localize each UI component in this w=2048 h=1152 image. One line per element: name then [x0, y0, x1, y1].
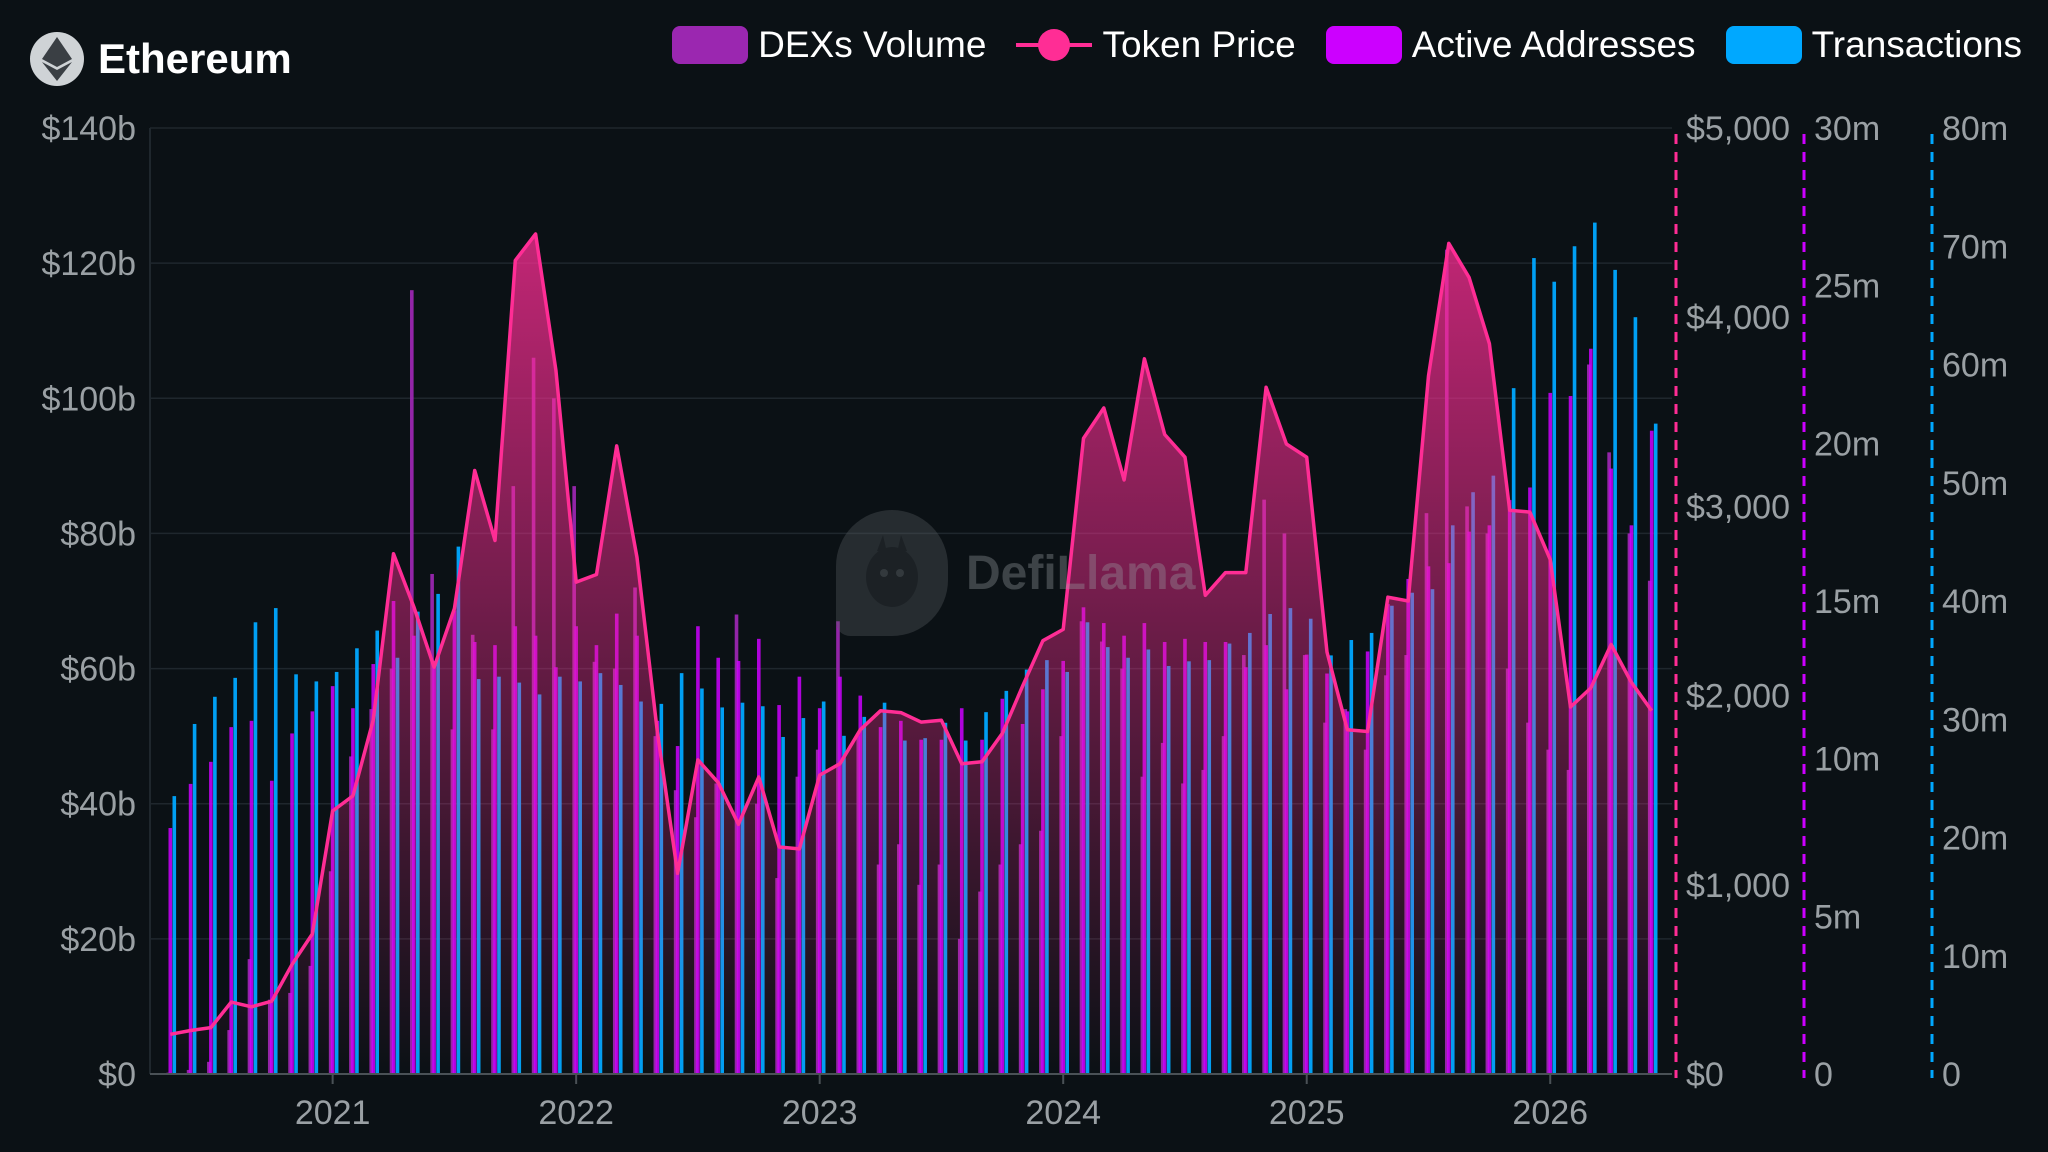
y-tick-label-tx: 60m: [1942, 347, 2008, 385]
y-tick-label-addr: 30m: [1814, 110, 1880, 148]
bar-transactions: [1593, 222, 1597, 1075]
chart-legend: DEXs Volume Token Price Active Addresses…: [672, 24, 2022, 66]
legend-label-dexs-volume: DEXs Volume: [758, 24, 987, 65]
y-tick-label-tx: 80m: [1942, 110, 2008, 148]
chart-header: Ethereum DEXs Volume Token Price Active …: [0, 0, 2048, 110]
bar-active-addresses: [209, 761, 213, 1074]
chain-brand: Ethereum: [30, 32, 292, 86]
axes: $0 $20b $40b $60b $80b $100b $120b $140b 2021 202…: [41, 110, 2008, 1132]
x-tick-label: 2021: [295, 1094, 371, 1132]
legend-label-transactions: Transactions: [1811, 24, 2022, 65]
bar-active-addresses: [310, 711, 315, 1074]
token-price-area: [170, 234, 1652, 1074]
watermark-text: DefiLlama: [966, 546, 1196, 600]
y-tick-label-tx: 10m: [1942, 938, 2008, 976]
y-tick-label-price: $2,000: [1686, 678, 1790, 716]
y-tick-label-dex: $80b: [60, 515, 136, 553]
x-tick-label: 2022: [538, 1094, 614, 1132]
llama-logo-icon: [836, 510, 948, 636]
y-tick-label-addr: 0: [1814, 1056, 1833, 1094]
bar-transactions: [233, 677, 237, 1074]
bar-active-addresses: [269, 780, 274, 1074]
bar-transactions: [294, 674, 298, 1074]
bar-transactions: [314, 681, 319, 1074]
bar-transactions: [172, 796, 177, 1074]
bar-active-addresses: [1649, 430, 1654, 1075]
bar-transactions: [1653, 423, 1658, 1074]
bar-active-addresses: [188, 783, 193, 1074]
legend-item-token-price[interactable]: Token Price: [1016, 24, 1296, 66]
y-tick-label-dex: $0: [98, 1056, 136, 1094]
y-tick-label-addr: 5m: [1814, 898, 1861, 936]
y-tick-label-dex: $60b: [60, 651, 136, 689]
bar-active-addresses: [168, 828, 173, 1074]
token-price-line: [169, 232, 1654, 1037]
y-tick-label-addr: 20m: [1814, 425, 1880, 463]
y-tick-label-price: $0: [1686, 1056, 1724, 1094]
ethereum-icon: [30, 32, 84, 86]
bar-active-addresses: [290, 733, 294, 1074]
y-tick-label-dex: $40b: [60, 786, 136, 824]
y-tick-label-addr: 15m: [1814, 583, 1880, 621]
y-tick-label-dex: $20b: [60, 921, 136, 959]
x-tick-label: 2025: [1269, 1094, 1345, 1132]
price-area: [169, 232, 1654, 1074]
legend-swatch-token-price: [1016, 26, 1093, 64]
y-tick-label-price: $5,000: [1686, 110, 1790, 148]
y-tick-label-price: $1,000: [1686, 867, 1790, 905]
legend-item-dexs-volume[interactable]: DEXs Volume: [672, 24, 986, 66]
bar-transactions: [1572, 246, 1577, 1074]
y-tick-label-dex: $100b: [41, 380, 136, 418]
legend-item-active-addresses[interactable]: Active Addresses: [1325, 24, 1696, 66]
legend-swatch-transactions: [1725, 26, 1802, 64]
bar-active-addresses: [229, 727, 233, 1074]
legend-swatch-dexs-volume: [672, 26, 749, 64]
legend-swatch-active-addresses: [1325, 26, 1402, 64]
y-tick-label-tx: 0: [1942, 1056, 1961, 1094]
y-tick-label-price: $4,000: [1686, 299, 1790, 337]
y-tick-label-addr: 25m: [1814, 268, 1880, 306]
chain-title: Ethereum: [98, 35, 292, 82]
bar-active-addresses: [249, 720, 254, 1074]
y-tick-label-dex: $140b: [41, 110, 136, 148]
legend-label-active-addresses: Active Addresses: [1411, 24, 1696, 65]
y-tick-label-tx: 20m: [1942, 820, 2008, 858]
x-tick-label: 2024: [1025, 1094, 1101, 1132]
bar-transactions: [253, 622, 258, 1074]
bar-transactions: [192, 723, 197, 1074]
bar-transactions: [213, 696, 217, 1074]
legend-label-token-price: Token Price: [1102, 24, 1296, 65]
y-tick-label-tx: 70m: [1942, 228, 2008, 266]
legend-item-transactions[interactable]: Transactions: [1725, 24, 2022, 66]
bar-transactions: [273, 608, 278, 1074]
y-tick-label-addr: 10m: [1814, 741, 1880, 779]
y-tick-label-dex: $120b: [41, 245, 136, 283]
y-tick-label-tx: 50m: [1942, 465, 2008, 503]
x-tick-label: 2023: [782, 1094, 858, 1132]
y-tick-label-tx: 40m: [1942, 583, 2008, 621]
y-tick-label-price: $3,000: [1686, 488, 1790, 526]
y-tick-label-tx: 30m: [1942, 701, 2008, 739]
defillama-watermark: DefiLlama: [836, 510, 1195, 636]
x-tick-label: 2026: [1512, 1094, 1588, 1132]
